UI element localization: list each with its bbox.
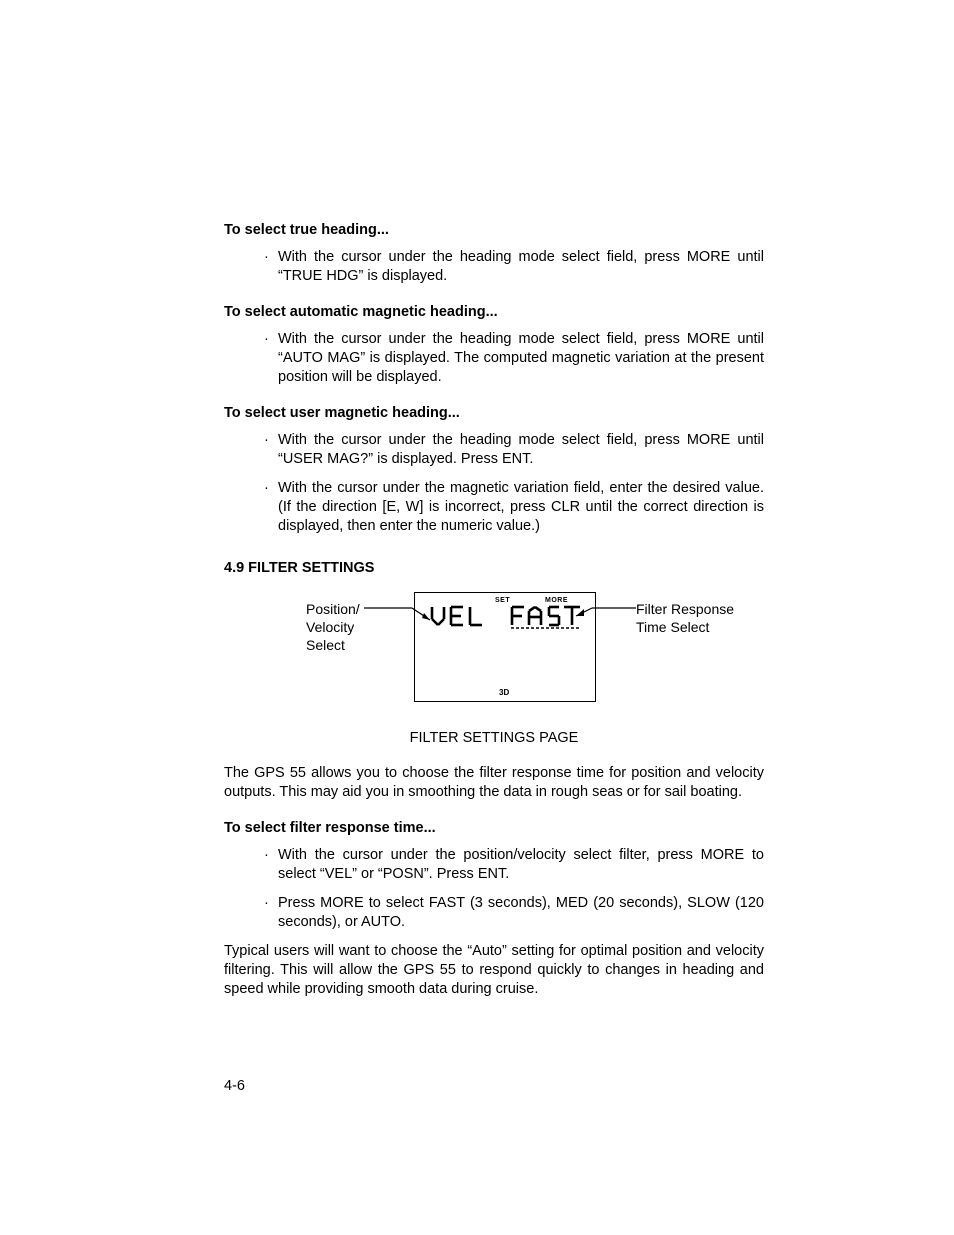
lcd-screen: SET MORE 3D: [414, 592, 596, 702]
figure-label-right: Filter Response Time Select: [636, 600, 734, 636]
heading-filter-response: To select filter response time...: [224, 820, 764, 836]
label-line: Velocity: [306, 619, 354, 635]
bullet-row: · With the cursor under the heading mode…: [264, 248, 764, 286]
lcd-indicator-set: SET: [495, 597, 510, 604]
bullet-dot: ·: [264, 894, 278, 932]
bullet-row: · Press MORE to select FAST (3 seconds),…: [264, 894, 764, 932]
label-line: Filter Response: [636, 601, 734, 617]
bullet-row: · With the cursor under the magnetic var…: [264, 479, 764, 536]
bullet-text: Press MORE to select FAST (3 seconds), M…: [278, 894, 764, 932]
heading-user-mag: To select user magnetic heading...: [224, 405, 764, 421]
heading-true-hdg: To select true heading...: [224, 222, 764, 238]
paragraph: Typical users will want to choose the “A…: [224, 942, 764, 999]
section-heading-filter: 4.9 FILTER SETTINGS: [224, 560, 764, 576]
bullet-text: With the cursor under the heading mode s…: [278, 330, 764, 387]
bullet-dot: ·: [264, 248, 278, 286]
label-line: Select: [306, 637, 345, 653]
bullet-text: With the cursor under the position/veloc…: [278, 846, 764, 884]
bullet-text: With the cursor under the magnetic varia…: [278, 479, 764, 536]
bullet-row: · With the cursor under the position/vel…: [264, 846, 764, 884]
bullet-row: · With the cursor under the heading mode…: [264, 431, 764, 469]
label-line: Time Select: [636, 619, 709, 635]
bullet-dot: ·: [264, 431, 278, 469]
figure-filter-settings: Position/ Velocity Select Filter Respons…: [224, 590, 764, 710]
heading-auto-mag: To select automatic magnetic heading...: [224, 304, 764, 320]
figure-label-left: Position/ Velocity Select: [306, 600, 360, 654]
bullet-dot: ·: [264, 479, 278, 536]
lcd-indicator-more: MORE: [545, 597, 568, 604]
bullet-dot: ·: [264, 846, 278, 884]
label-line: Position/: [306, 601, 360, 617]
figure-caption: FILTER SETTINGS PAGE: [224, 730, 764, 746]
page-content: To select true heading... · With the cur…: [224, 222, 764, 1015]
lcd-indicator-3d: 3D: [499, 688, 509, 697]
bullet-row: · With the cursor under the heading mode…: [264, 330, 764, 387]
page-number: 4-6: [224, 1078, 245, 1094]
bullet-text: With the cursor under the heading mode s…: [278, 248, 764, 286]
paragraph: The GPS 55 allows you to choose the filt…: [224, 764, 764, 802]
lcd-text-vel: [429, 605, 489, 629]
bullet-dot: ·: [264, 330, 278, 387]
lcd-text-fast: [509, 605, 583, 629]
bullet-text: With the cursor under the heading mode s…: [278, 431, 764, 469]
